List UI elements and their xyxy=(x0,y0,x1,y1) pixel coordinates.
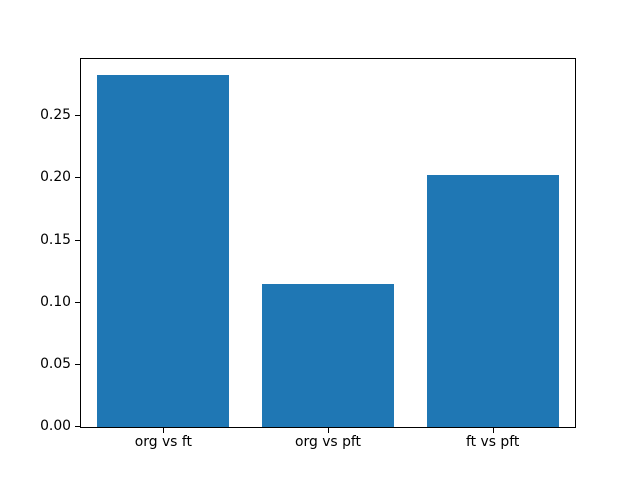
y-tick-label: 0.00 xyxy=(40,418,71,435)
y-tick-label: 0.25 xyxy=(40,107,71,124)
x-tick-label: org vs pft xyxy=(295,434,361,450)
x-tick-mark xyxy=(163,428,165,433)
x-tick-label: org vs ft xyxy=(134,434,192,450)
y-tick-mark xyxy=(75,363,80,365)
y-tick-mark xyxy=(75,239,80,241)
bar-ft-vs-pft xyxy=(426,174,559,427)
y-tick-mark xyxy=(75,115,80,117)
y-tick-mark xyxy=(75,426,80,427)
bar-org-vs-pft xyxy=(262,284,394,427)
y-tick-label: 0.15 xyxy=(40,231,71,248)
x-tick-mark xyxy=(328,428,329,433)
x-tick-mark xyxy=(492,428,494,433)
y-tick-mark xyxy=(75,177,80,179)
bar-org-vs-ft xyxy=(97,75,230,427)
y-tick-label: 0.20 xyxy=(40,169,71,186)
y-tick-label: 0.10 xyxy=(40,293,71,310)
plot-area: org vs ft org vs pft ft vs pft 0.00 0.05 0.10… xyxy=(40,58,576,449)
y-tick-mark xyxy=(75,301,80,303)
x-tick-label: ft vs pft xyxy=(466,434,520,450)
y-tick-label: 0.05 xyxy=(40,355,71,372)
